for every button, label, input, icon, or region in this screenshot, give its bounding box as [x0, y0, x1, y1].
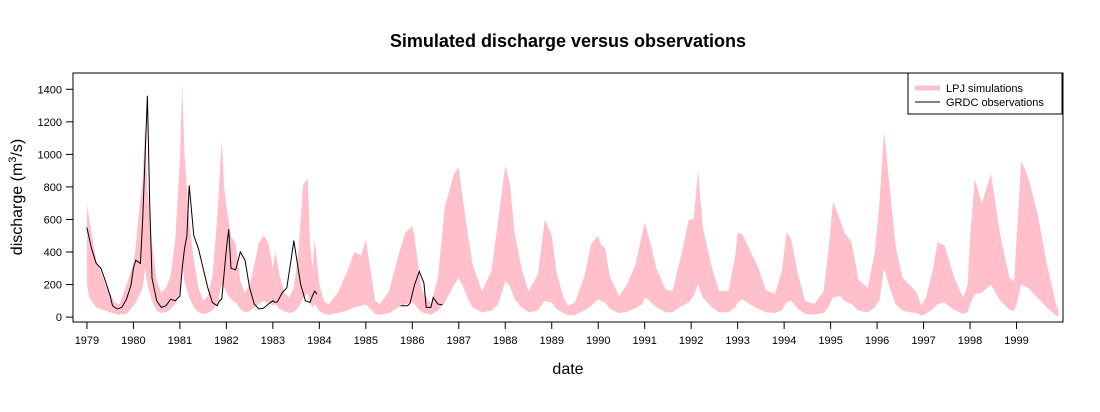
x-tick-label: 1999 [1004, 335, 1028, 347]
legend-label-observations: GRDC observations [946, 97, 1044, 109]
legend: LPJ simulations GRDC observations [907, 72, 1063, 115]
legend-label-simulations: LPJ simulations [946, 83, 1024, 95]
x-tick-label: 1997 [911, 335, 935, 347]
x-tick-label: 1989 [539, 335, 563, 347]
x-tick-label: 1991 [632, 335, 656, 347]
y-tick-label: 400 [44, 247, 62, 259]
x-tick-label: 1992 [679, 335, 703, 347]
x-tick-label: 1986 [400, 335, 424, 347]
x-tick-label: 1979 [75, 335, 99, 347]
observation-line-segment-0 [86, 95, 318, 310]
x-tick-label: 1996 [865, 335, 889, 347]
x-tick-label: 1984 [307, 335, 331, 347]
y-axis-label: discharge (m3/s) [7, 139, 26, 255]
simulation-band-layer [86, 84, 1059, 317]
x-tick-label: 1981 [168, 335, 192, 347]
y-tick-label: 0 [56, 312, 62, 324]
x-tick-label: 1987 [447, 335, 471, 347]
observation-line-layer [86, 95, 443, 310]
y-axis-label-main: discharge (m [9, 163, 26, 255]
y-tick-label: 1200 [38, 117, 62, 129]
x-tick-label: 1988 [493, 335, 517, 347]
y-tick-label: 1400 [38, 84, 62, 96]
legend-box [907, 72, 1063, 115]
chart-title: Simulated discharge versus observations [390, 31, 746, 51]
y-tick-label: 1000 [38, 149, 62, 161]
y-tick-label: 200 [44, 280, 62, 292]
x-tick-label: 1990 [586, 335, 610, 347]
x-tick-label: 1985 [354, 335, 378, 347]
x-tick-label: 1994 [772, 335, 796, 347]
x-axis-label: date [552, 361, 583, 378]
x-tick-label: 1995 [818, 335, 842, 347]
x-tick-label: 1980 [121, 335, 145, 347]
simulation-band [86, 84, 1059, 317]
y-tick-label: 600 [44, 214, 62, 226]
y-axis-label-superscript: 3 [7, 157, 19, 163]
y-axis-label-tail: /s) [9, 139, 26, 157]
x-tick-label: 1993 [725, 335, 749, 347]
x-axis: 1979 1980 1981 1982 1983 1984 1985 1986 1987 1988… [75, 321, 1029, 347]
y-axis: 0 200 400 600 800 1000 1200 1400 [38, 84, 74, 324]
x-tick-label: 1983 [261, 335, 285, 347]
x-tick-label: 1998 [958, 335, 982, 347]
observation-line-segment-1 [400, 270, 443, 308]
x-tick-label: 1982 [214, 335, 238, 347]
y-tick-label: 800 [44, 182, 62, 194]
